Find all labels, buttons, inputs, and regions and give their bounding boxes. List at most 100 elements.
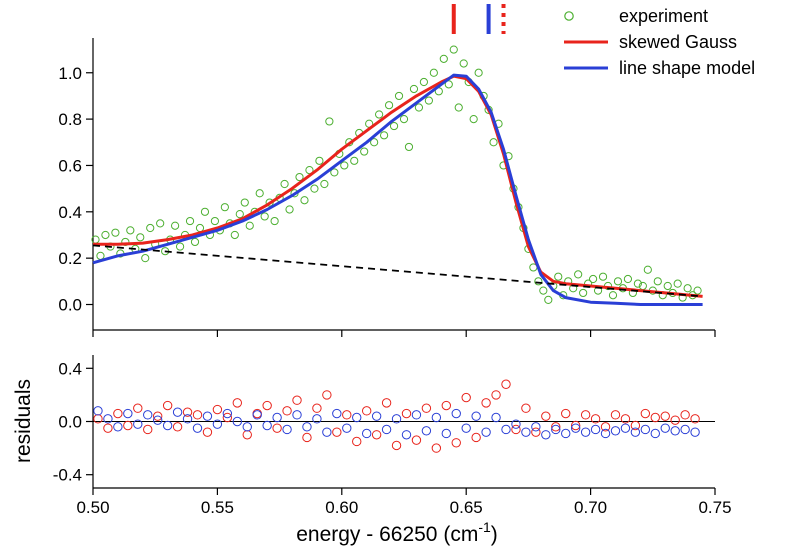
bottom-y-tick-label: 0.4	[58, 359, 82, 378]
experiment-point	[653, 277, 662, 286]
residual-skewed-point	[531, 427, 541, 437]
residual-lineshape-point	[242, 422, 252, 432]
residual-skewed-point	[401, 408, 412, 419]
top-y-tick-label: 0.8	[58, 110, 82, 129]
residual-skewed-point	[451, 438, 461, 448]
residual-skewed-point	[511, 424, 521, 435]
residual-skewed-point	[302, 432, 312, 443]
residual-lineshape-point	[212, 419, 223, 429]
experiment-point	[414, 103, 424, 112]
experiment-point	[673, 279, 682, 288]
bottom-x-ticks: 0.50 0.55 0.60 0.65 0.70 0.75	[76, 488, 732, 517]
experiment-point	[534, 277, 543, 286]
residual-skewed-point	[113, 408, 123, 419]
residual-lineshape-point	[441, 428, 451, 439]
residual-skewed-point	[332, 427, 342, 437]
experiment-point	[260, 212, 269, 221]
residual-lineshape-point	[461, 423, 471, 433]
residual-skewed-point	[461, 392, 471, 403]
residual-skewed-point	[152, 411, 163, 421]
residual-lineshape-point	[491, 412, 501, 423]
top-x-ticks	[92, 330, 716, 337]
experiment-point	[101, 230, 110, 240]
residual-skewed-point	[123, 420, 133, 431]
top-panel: 0.0 0.2 0.4 0.6 0.8 1.0	[58, 38, 716, 337]
experiment-point	[489, 138, 498, 147]
residual-lineshape-point	[352, 412, 362, 423]
experiment-point	[300, 196, 309, 205]
bottom-y-tick-label: -0.4	[53, 466, 82, 485]
residual-lineshape-point	[610, 426, 621, 436]
experiment-point	[245, 221, 254, 230]
experiment-point	[255, 189, 264, 198]
experiment-point	[588, 274, 598, 284]
residual-skewed-point	[411, 435, 422, 445]
residual-skewed-point	[620, 414, 631, 424]
residual-skewed-point	[541, 411, 551, 421]
residual-lineshape-point	[640, 424, 651, 435]
top-y-tick-label: 0.2	[58, 249, 82, 268]
experiment-point	[598, 272, 608, 281]
x-tick-label: 0.75	[698, 498, 731, 517]
residual-skewed-point	[361, 406, 372, 416]
experiment-point	[360, 147, 369, 156]
bottom-y-tick-label: 0.0	[58, 413, 82, 432]
residual-lineshape-point	[541, 430, 551, 440]
experiment-point	[340, 161, 349, 170]
experiment-point	[171, 221, 180, 230]
residuals-axis-title: residuals	[12, 379, 35, 463]
experiment-point	[379, 131, 389, 140]
residual-lineshape-point	[620, 423, 631, 433]
residual-skewed-point	[590, 414, 601, 424]
top-y-ticks: 0.0 0.2 0.4 0.6 0.8 1.0	[58, 64, 93, 315]
residual-skewed-point	[371, 430, 382, 440]
residual-skewed-point	[640, 408, 651, 419]
experiment-point	[394, 91, 404, 101]
residual-skewed-point	[610, 410, 621, 420]
experiment-point	[419, 77, 429, 87]
residual-skewed-point	[570, 420, 581, 431]
residual-skewed-point	[391, 440, 402, 451]
bottom-y-ticks: 0.4 0.0 -0.4	[53, 359, 93, 485]
residual-skewed-point	[262, 400, 272, 411]
residual-skewed-point	[431, 443, 442, 453]
residual-lineshape-point	[451, 408, 461, 419]
experiment-point	[683, 284, 692, 293]
residual-lineshape-point	[431, 412, 442, 423]
experiment-point	[399, 115, 409, 124]
residual-skewed-point	[342, 410, 352, 420]
experiment-point	[270, 216, 279, 226]
experiment-point	[235, 210, 244, 219]
peak-markers	[451, 4, 506, 34]
legend-experiment-marker	[564, 11, 574, 21]
residual-skewed-point	[242, 430, 252, 440]
residual-skewed-point	[162, 400, 173, 411]
experiment-point	[285, 205, 294, 214]
top-y-tick-label: 0.6	[58, 156, 82, 175]
experiment-point	[220, 203, 229, 212]
residual-lineshape-point	[561, 428, 571, 439]
residual-skewed-point	[172, 422, 183, 432]
residual-lineshape-point	[570, 423, 581, 433]
residual-lineshape-point	[411, 410, 422, 420]
residual-skewed-point	[441, 400, 451, 411]
residual-lineshape-point	[272, 412, 282, 423]
top-y-tick-label: 0.0	[58, 296, 82, 315]
experiment-point	[190, 237, 200, 247]
experiment-point	[111, 228, 120, 237]
experiment-point	[544, 295, 553, 304]
experiment-point	[439, 54, 448, 63]
residual-skewed-point	[660, 411, 670, 421]
residual-lineshape-point	[162, 420, 173, 431]
experiment-point	[409, 84, 419, 94]
residual-lineshape-point	[511, 419, 521, 429]
experiment-point	[240, 198, 249, 207]
experiment-point	[539, 286, 548, 295]
experiment-point	[579, 288, 588, 298]
experiment-point	[315, 156, 324, 165]
residual-lineshape-point	[381, 424, 392, 435]
experiment-point	[320, 179, 329, 189]
residual-skewed-point	[521, 403, 531, 413]
experiment-point	[136, 233, 145, 242]
residual-skewed-point	[143, 424, 153, 435]
